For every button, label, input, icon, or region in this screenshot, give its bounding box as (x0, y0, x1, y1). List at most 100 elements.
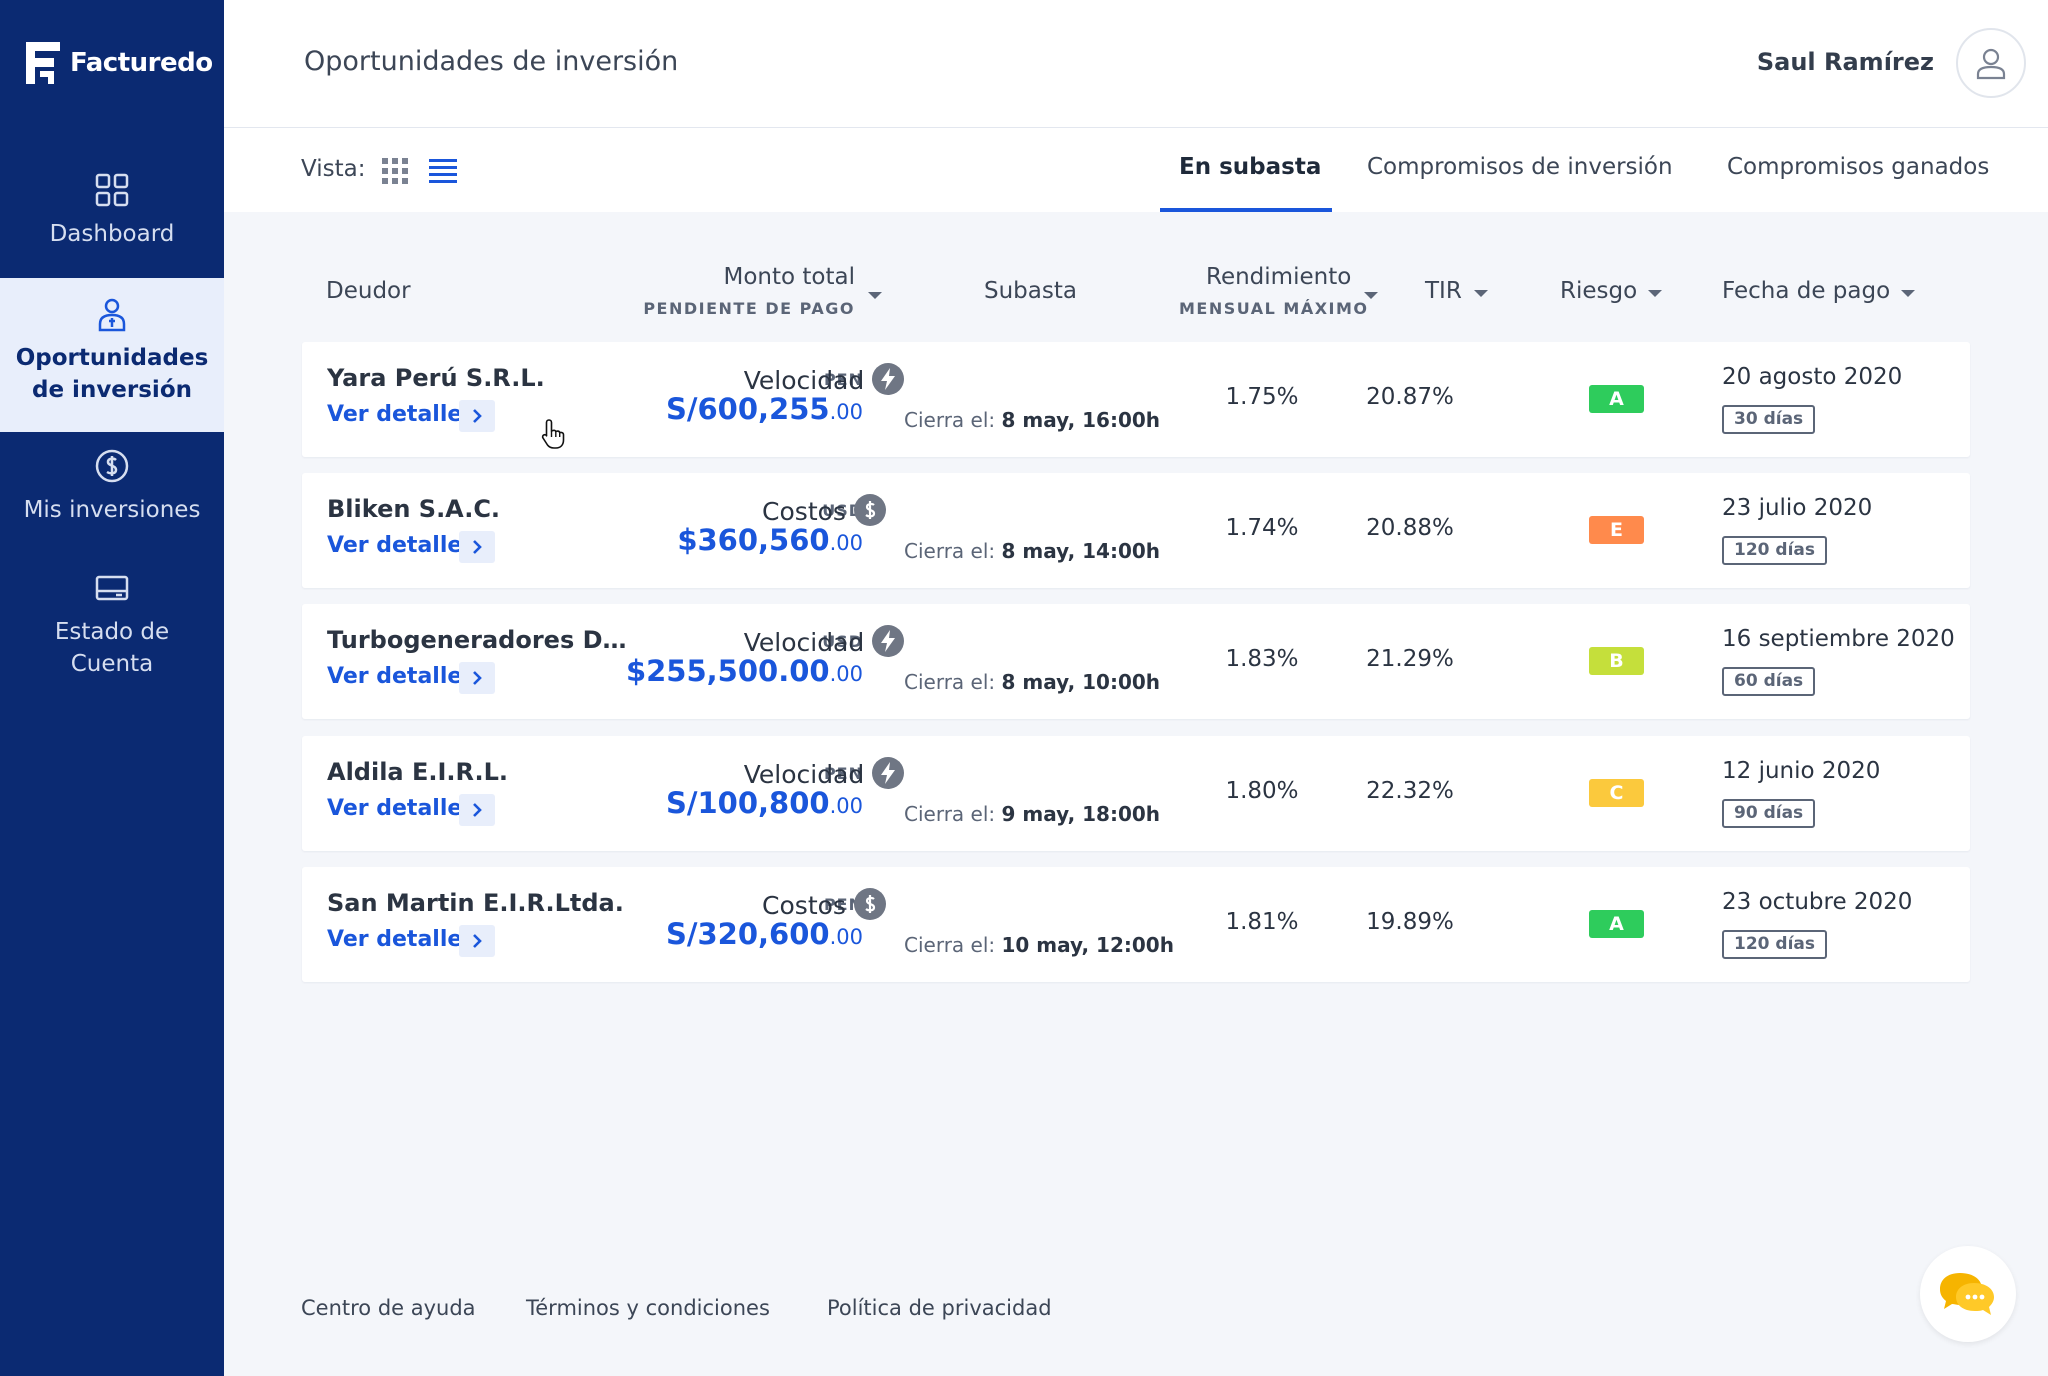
hand-cursor-icon (541, 419, 565, 449)
lightning-icon (872, 363, 905, 395)
column-header-tir[interactable]: TIR (1425, 278, 1462, 304)
column-header-deudor[interactable]: Deudor (326, 278, 411, 304)
vista-label: Vista: (301, 156, 366, 182)
debtor-name: Bliken S.A.C. (327, 495, 501, 523)
ver-detalle-button[interactable] (459, 794, 495, 826)
debtor-name: Yara Perú S.R.L. (327, 364, 545, 392)
total-amount: S/320,600.00 (666, 917, 863, 951)
chevron-right-icon (473, 409, 482, 423)
tir-value: 21.29% (1366, 646, 1454, 672)
closing-datetime: 9 may, 18:00h (1001, 802, 1161, 826)
header: Oportunidades de inversión Saul Ramírez (224, 0, 2048, 128)
chevron-right-icon (473, 540, 482, 554)
amount-cents: .00 (829, 925, 863, 949)
table-row[interactable]: Turbogeneradores Del... Ver detalle USD $25… (302, 604, 1970, 719)
monthly-yield: 1.80% (1225, 778, 1299, 804)
auction-type-label: Velocidad (743, 628, 865, 657)
days-badge: 60 días (1722, 667, 1816, 696)
total-amount: $255,500.00.00 (626, 654, 863, 688)
days-badge: 30 días (1722, 405, 1816, 434)
column-header-monto[interactable]: Monto total (723, 264, 856, 290)
tir-value: 20.87% (1366, 384, 1454, 410)
table-row[interactable]: Aldila E.I.R.L. Ver detalle PEN S/100,800.0… (302, 736, 1970, 851)
user-icon (1976, 48, 2006, 80)
days-badge: 120 días (1722, 536, 1827, 565)
avatar[interactable] (1956, 28, 2026, 98)
ver-detalle-link[interactable]: Ver detalle (327, 796, 463, 821)
days-badge: 120 días (1722, 930, 1827, 959)
debtor-name: San Martin E.I.R.Ltda. (327, 889, 624, 917)
column-header-rendimiento[interactable]: Rendimiento (1206, 264, 1352, 290)
sidebar-item-mis-inversiones[interactable]: Mis inversiones (0, 448, 224, 558)
sort-caret-icon[interactable] (868, 292, 882, 299)
sort-caret-icon[interactable] (1474, 290, 1488, 297)
sidebar-item-label: Mis inversiones (23, 497, 201, 523)
user-name[interactable]: Saul Ramírez (1756, 48, 1934, 76)
payment-date: 12 junio 2020 (1722, 758, 1881, 784)
closing-time: Cierra el: 8 may, 16:00h (904, 408, 1160, 432)
auction-type-label: Velocidad (743, 366, 865, 395)
closing-datetime: 8 may, 10:00h (1001, 670, 1161, 694)
column-header-fecha[interactable]: Fecha de pago (1722, 278, 1891, 304)
tab-compromisos-ganados[interactable]: Compromisos ganados (1727, 154, 1990, 180)
ver-detalle-link[interactable]: Ver detalle (327, 664, 463, 689)
ver-detalle-link[interactable]: Ver detalle (327, 533, 463, 558)
amount-main: S/100,800 (666, 786, 830, 820)
dollar-circle-icon (95, 449, 129, 483)
ver-detalle-link[interactable]: Ver detalle (327, 927, 463, 952)
ver-detalle-button[interactable] (459, 531, 495, 563)
column-header-riesgo[interactable]: Riesgo (1560, 278, 1638, 304)
sidebar: Facturedo Dashboard Oportunidades de inv… (0, 0, 224, 1376)
table-row[interactable]: San Martin E.I.R.Ltda. Ver detalle PEN S/32… (302, 867, 1970, 982)
payment-date: 20 agosto 2020 (1722, 364, 1903, 390)
monthly-yield: 1.83% (1225, 646, 1299, 672)
ver-detalle-link[interactable]: Ver detalle (327, 402, 463, 427)
auction-type-badge (872, 757, 905, 789)
sort-caret-icon[interactable] (1364, 292, 1378, 299)
chevron-right-icon (473, 934, 482, 948)
sidebar-item-oportunidades[interactable]: Oportunidades de inversión (0, 278, 224, 432)
auction-type-badge (853, 494, 886, 526)
tir-value: 19.89% (1366, 909, 1454, 935)
sidebar-item-estado-cuenta[interactable]: Estado de Cuenta (0, 570, 224, 710)
table-row[interactable]: Bliken S.A.C. Ver detalle USD $360,560.00 Co… (302, 473, 1970, 588)
currency-code: USD (822, 632, 863, 651)
payment-date: 23 julio 2020 (1722, 495, 1873, 521)
sidebar-item-dashboard[interactable]: Dashboard (0, 172, 224, 278)
tab-compromisos-inversion[interactable]: Compromisos de inversión (1367, 154, 1673, 180)
total-amount: S/100,800.00 (666, 786, 863, 820)
auction-type: Velocidad (694, 625, 954, 660)
closing-time: Cierra el: 8 may, 14:00h (904, 539, 1160, 563)
risk-badge: B (1589, 647, 1644, 675)
auction-type: Velocidad (694, 757, 954, 792)
tab-en-subasta[interactable]: En subasta (1179, 154, 1322, 180)
auction-type-badge (872, 363, 905, 395)
table-row[interactable]: Yara Perú S.R.L. Ver detalle PEN S/600,255.… (302, 342, 1970, 457)
ver-detalle-button[interactable] (459, 662, 495, 694)
auction-type-label: Costos (762, 497, 846, 526)
ver-detalle-button[interactable] (459, 925, 495, 957)
grid-view-icon[interactable] (382, 158, 408, 184)
facturedo-logo[interactable]: Facturedo (24, 40, 213, 86)
footer-link-terminos[interactable]: Términos y condiciones (526, 1296, 770, 1320)
dollar-icon (853, 888, 886, 920)
chat-button[interactable] (1920, 1246, 2016, 1342)
sort-caret-icon[interactable] (1901, 290, 1915, 297)
footer-link-privacidad[interactable]: Política de privacidad (827, 1296, 1052, 1320)
amount-main: $360,560 (677, 523, 830, 557)
payment-date: 16 septiembre 2020 (1722, 626, 1955, 652)
list-view-icon[interactable] (429, 159, 457, 183)
investor-icon (98, 298, 126, 332)
auction-type-badge (872, 625, 905, 657)
column-header-subasta[interactable]: Subasta (984, 278, 1077, 304)
tir-value: 22.32% (1366, 778, 1454, 804)
auction-type: Costos (694, 494, 954, 529)
amount-main: S/320,600 (666, 917, 830, 951)
dollar-icon (853, 494, 886, 526)
column-subheader-monto: PENDIENTE DE PAGO (643, 299, 855, 318)
footer-link-ayuda[interactable]: Centro de ayuda (301, 1296, 476, 1320)
sort-caret-icon[interactable] (1648, 290, 1662, 297)
ver-detalle-button[interactable] (459, 400, 495, 432)
risk-badge: C (1589, 779, 1644, 807)
lightning-icon (872, 625, 905, 657)
